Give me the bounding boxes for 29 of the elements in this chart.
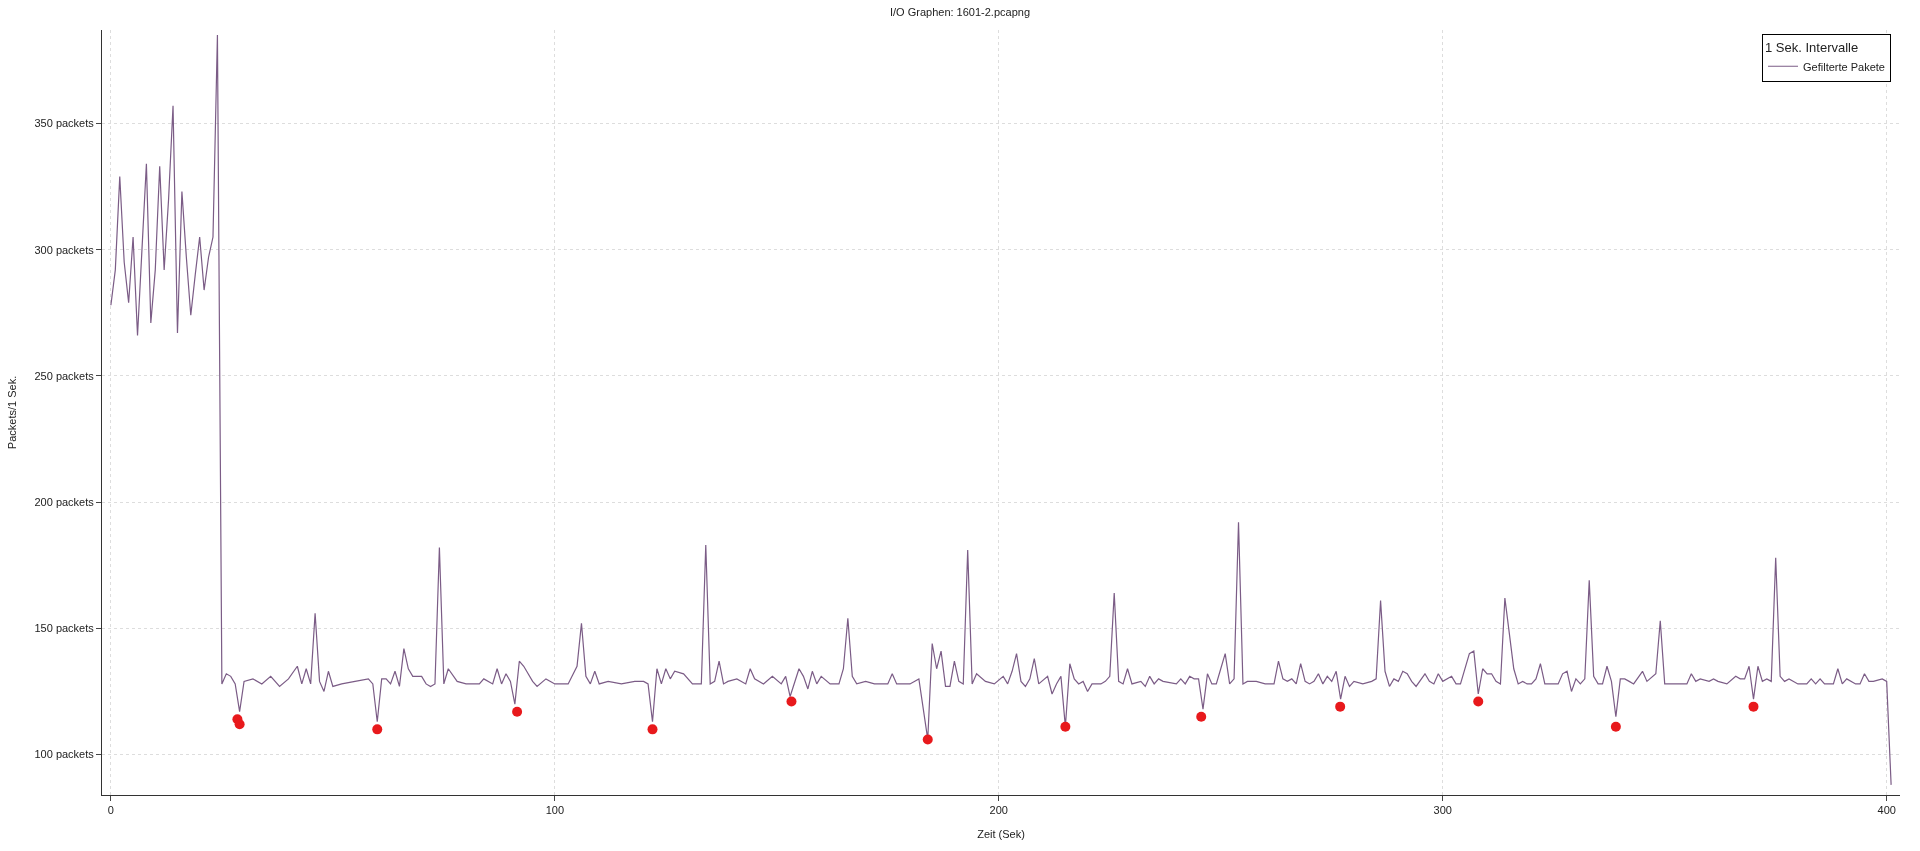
x-axis-title: Zeit (Sek) bbox=[977, 828, 1025, 841]
line-series bbox=[110, 34, 1892, 786]
x-tick-label: 300 bbox=[1433, 804, 1452, 817]
point bbox=[1610, 721, 1621, 732]
point bbox=[234, 719, 245, 730]
legend-label: Gefilterte Pakete bbox=[1803, 60, 1885, 73]
point bbox=[1335, 701, 1346, 712]
chart-title: I/O Graphen: 1601-2.pcapng bbox=[889, 6, 1031, 19]
x-tick-label: 400 bbox=[1877, 804, 1896, 817]
point bbox=[647, 724, 658, 735]
point bbox=[786, 696, 797, 707]
x-tick-label: 0 bbox=[107, 804, 114, 817]
x-tick-label: 200 bbox=[989, 804, 1008, 817]
y-tick-label: 350 packets bbox=[34, 117, 95, 130]
point bbox=[1060, 721, 1071, 732]
point bbox=[922, 734, 933, 745]
point bbox=[1473, 696, 1484, 707]
point bbox=[1748, 701, 1759, 712]
y-tick-label: 300 packets bbox=[34, 243, 95, 256]
point bbox=[372, 724, 383, 735]
point bbox=[1196, 711, 1207, 722]
y-tick-label: 200 packets bbox=[34, 495, 95, 508]
x-tick-label: 100 bbox=[545, 804, 565, 817]
y-tick-label: 100 packets bbox=[34, 748, 95, 761]
y-tick-label: 150 packets bbox=[34, 622, 95, 635]
point bbox=[512, 706, 523, 717]
legend-title: 1 Sek. Intervalle bbox=[1765, 39, 1859, 55]
y-axis-title: Packets/1 Sek. bbox=[6, 375, 19, 450]
y-tick-label: 250 packets bbox=[34, 369, 95, 382]
